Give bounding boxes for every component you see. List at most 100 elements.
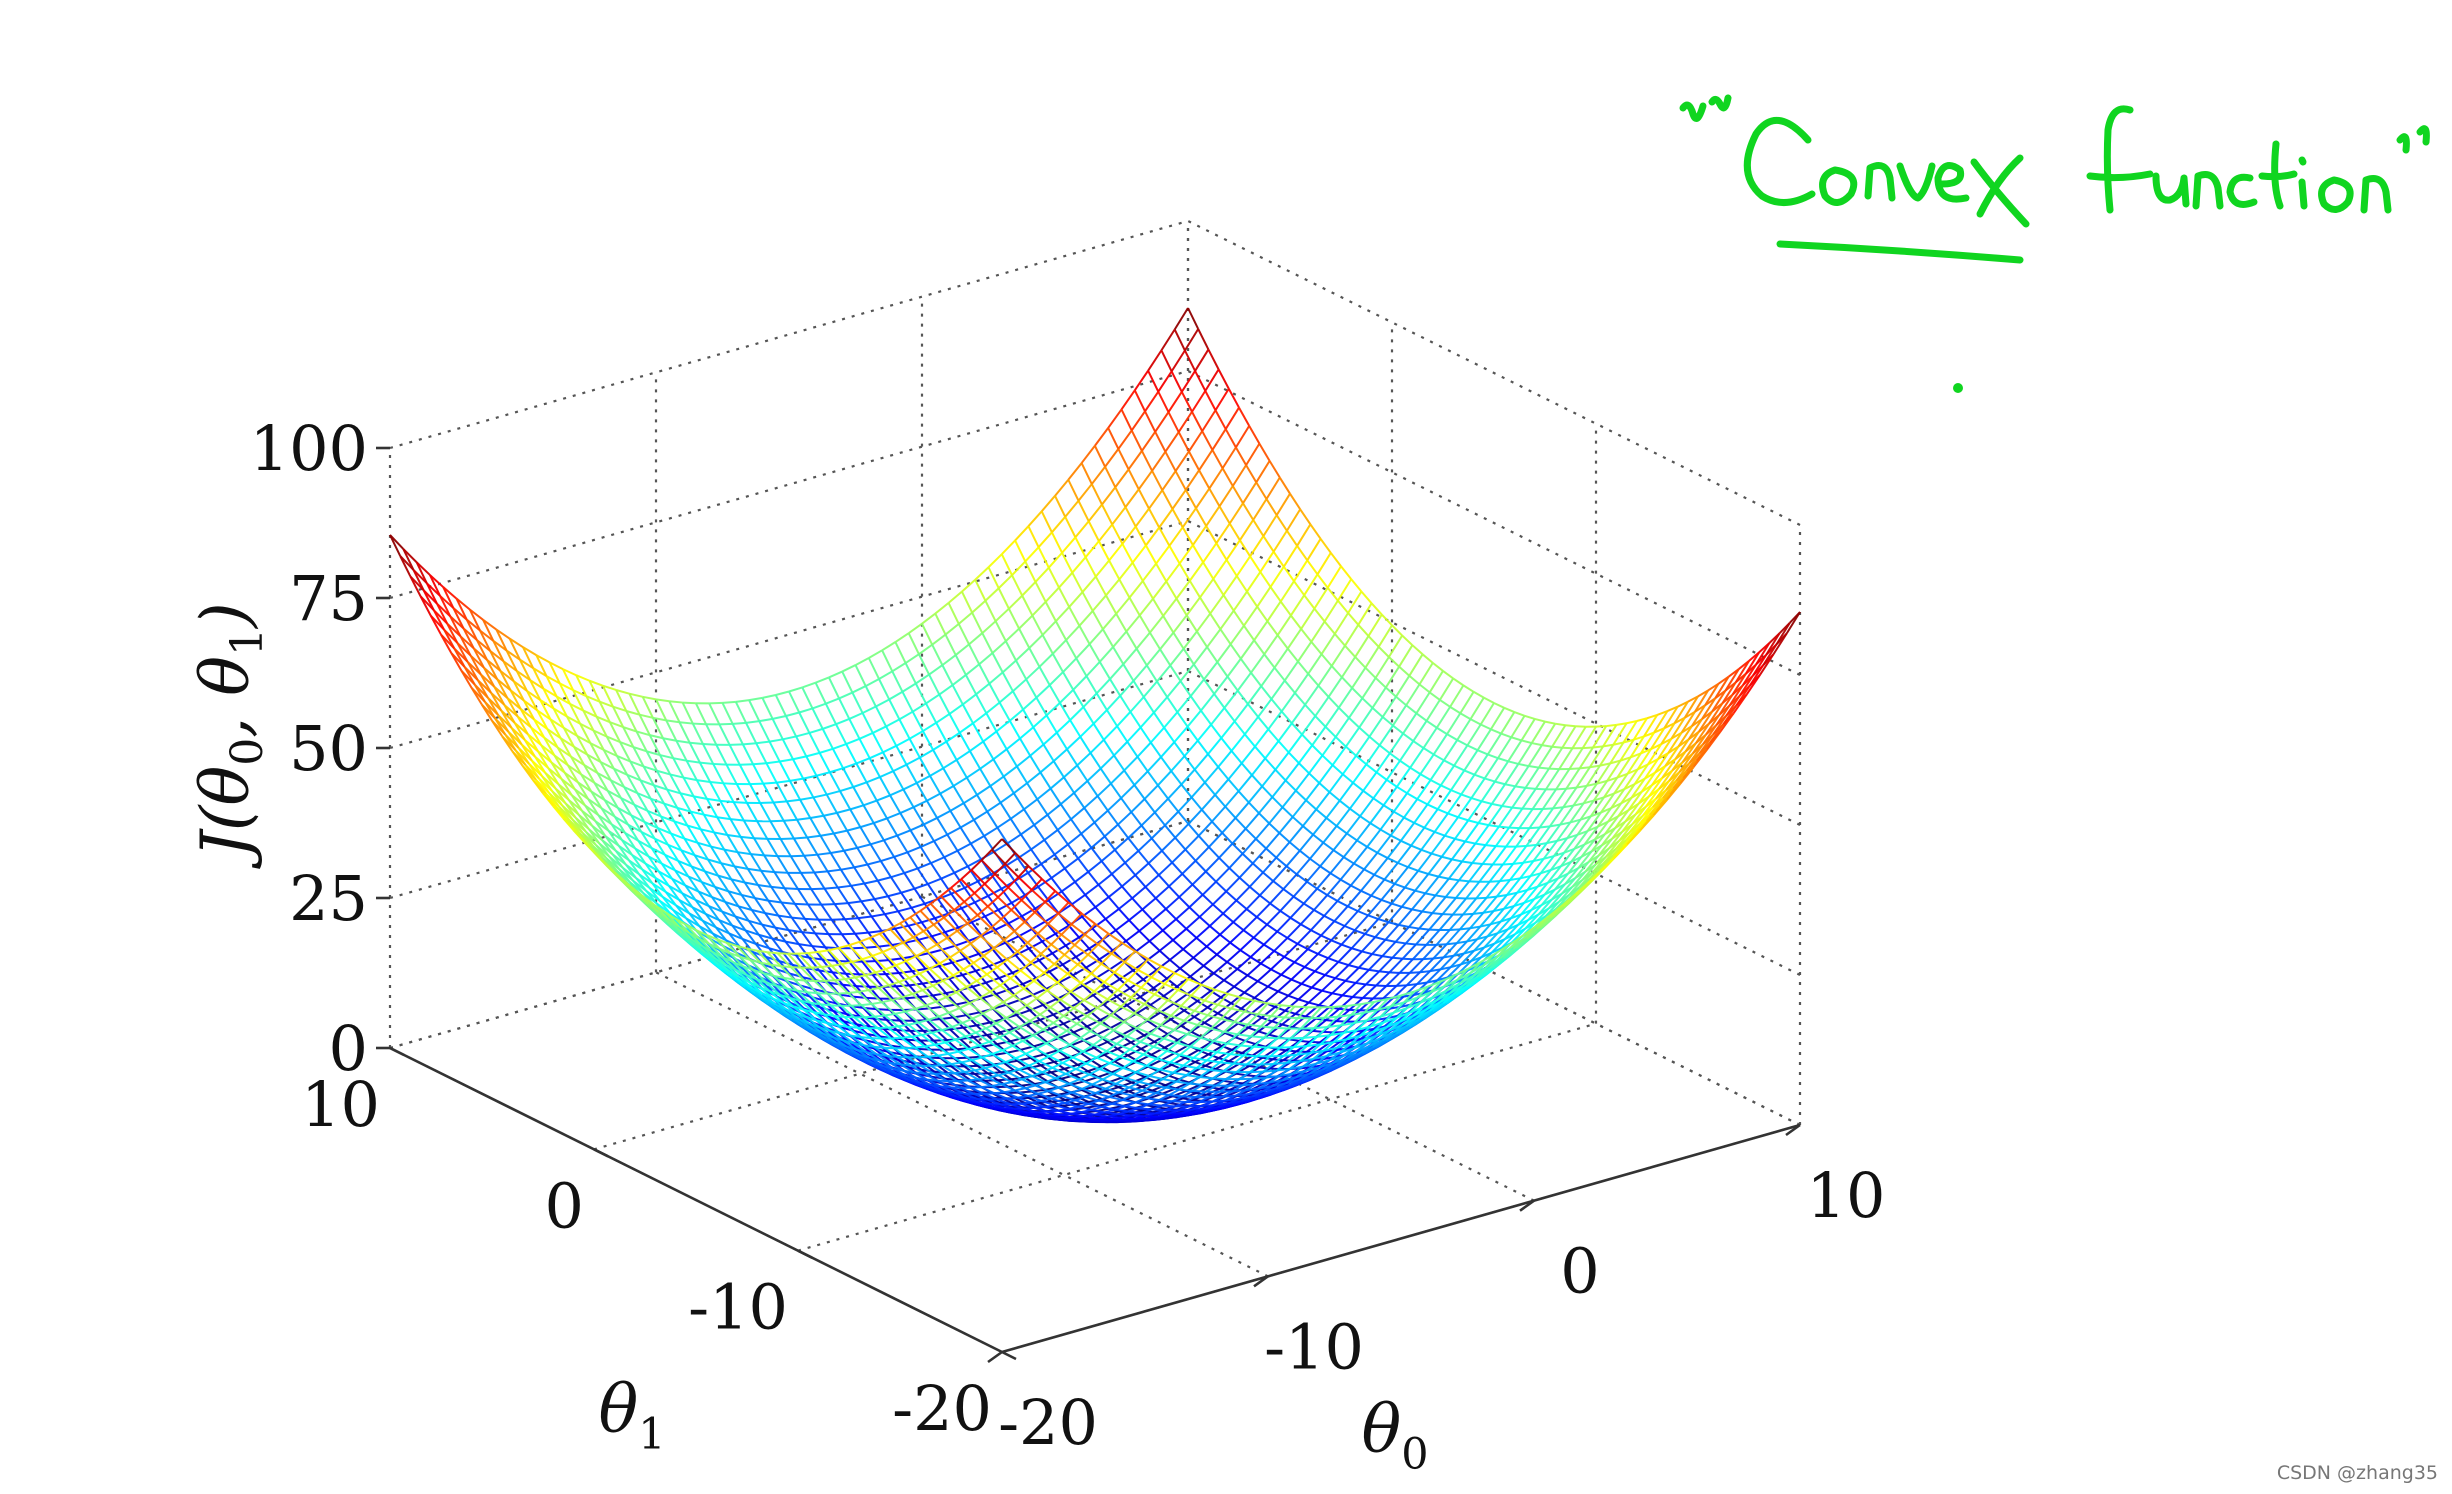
surface-mesh-segment	[1276, 930, 1288, 939]
surface-mesh-segment	[1040, 495, 1056, 512]
floor-grid-line	[593, 921, 1393, 1151]
surface-mesh-segment	[881, 986, 894, 1000]
surface-mesh-segment	[1187, 307, 1200, 330]
surface-mesh-segment	[1612, 722, 1628, 746]
surface-mesh-segment	[989, 785, 1002, 804]
surface-mesh-segment	[1191, 883, 1204, 896]
surface-mesh-segment	[895, 745, 908, 766]
surface-mesh-segment	[1174, 1044, 1189, 1054]
surface-mesh-segment	[1173, 726, 1189, 743]
surface-mesh-segment	[1099, 754, 1115, 770]
surface-mesh-segment	[1154, 411, 1170, 433]
surface-mesh-segment	[721, 910, 736, 918]
surface-mesh-segment	[859, 732, 874, 740]
surface-mesh-segment	[1173, 329, 1186, 351]
surface-mesh-segment	[1297, 986, 1313, 1001]
surface-mesh-segment	[1125, 940, 1137, 952]
surface-mesh-segment	[876, 880, 889, 897]
surface-mesh-segment	[667, 844, 680, 862]
surface-mesh-segment	[837, 884, 852, 889]
surface-mesh-segment	[1202, 561, 1215, 580]
surface-mesh-segment	[988, 683, 1001, 703]
surface-mesh-segment	[783, 818, 798, 822]
surface-mesh-segment	[1267, 985, 1279, 993]
surface-mesh-segment	[1439, 699, 1451, 708]
surface-mesh-segment	[1229, 941, 1241, 951]
surface-mesh-segment	[1392, 984, 1408, 999]
surface-mesh-segment	[1155, 563, 1168, 582]
surface-mesh-segment	[1082, 706, 1095, 725]
surface-mesh-segment	[1391, 624, 1403, 637]
surface-mesh-segment	[1178, 883, 1194, 898]
surface-mesh-segment	[1027, 510, 1043, 527]
surface-mesh-segment	[1629, 735, 1645, 758]
surface-mesh-segment	[1250, 1001, 1266, 1015]
surface-mesh-segment	[1388, 921, 1399, 926]
surface-mesh-segment	[1050, 867, 1066, 879]
surface-mesh-segment	[1564, 867, 1580, 885]
surface-mesh-segment	[1128, 580, 1144, 599]
surface-mesh-segment	[1187, 809, 1203, 825]
surface-mesh-segment	[904, 662, 917, 684]
surface-mesh-segment	[759, 802, 772, 822]
surface-mesh-segment	[1613, 741, 1624, 746]
surface-mesh-segment	[1052, 639, 1067, 655]
surface-mesh-segment	[748, 696, 763, 702]
surface-mesh-segment	[1048, 684, 1061, 704]
surface-mesh-segment	[993, 842, 1009, 853]
surface-mesh-segment	[1013, 782, 1028, 794]
surface-mesh-segment	[1161, 489, 1174, 510]
surface-mesh-segment	[910, 907, 923, 923]
surface-mesh-segment	[1049, 788, 1062, 805]
surface-mesh-segment	[1374, 677, 1387, 689]
surface-mesh-segment	[846, 830, 859, 849]
surface-mesh-segment	[1244, 827, 1257, 840]
surface-mesh-segment	[1570, 818, 1581, 824]
surface-mesh-segment	[745, 722, 758, 744]
surface-mesh-segment	[486, 659, 502, 672]
surface-mesh-segment	[527, 733, 539, 752]
surface-mesh-segment	[1441, 897, 1457, 915]
surface-mesh-segment	[988, 960, 1003, 968]
surface-mesh-segment	[982, 741, 995, 760]
surface-mesh-segment	[793, 836, 808, 840]
surface-mesh-segment	[928, 948, 943, 955]
surface-mesh-segment	[1115, 596, 1131, 615]
surface-mesh-segment	[835, 723, 848, 745]
surface-mesh-segment	[1079, 722, 1095, 738]
surface-mesh-segment	[805, 755, 818, 777]
surface-mesh-segment	[857, 843, 871, 849]
surface-mesh-segment	[585, 695, 598, 718]
surface-mesh-segment	[653, 838, 666, 856]
surface-mesh-segment	[640, 831, 656, 840]
surface-mesh-segment	[926, 800, 938, 819]
surface-mesh-segment	[1498, 806, 1514, 828]
surface-mesh-segment	[1160, 328, 1176, 351]
surface-mesh-segment	[1322, 841, 1335, 851]
surface-mesh-segment	[848, 718, 861, 740]
surface-mesh-segment	[1043, 1053, 1055, 1063]
surface-mesh-segment	[480, 703, 493, 722]
surface-mesh-segment	[1388, 733, 1404, 754]
surface-mesh-segment	[1117, 1048, 1129, 1057]
surface-mesh-segment	[723, 849, 736, 867]
surface-mesh-segment	[1183, 755, 1196, 771]
surface-mesh-segment	[1517, 742, 1533, 765]
surface-mesh-segment	[873, 817, 888, 824]
y-tick-mark	[797, 1249, 813, 1259]
surface-mesh-segment	[1429, 691, 1441, 701]
surface-mesh-segment	[728, 932, 743, 940]
surface-mesh-segment	[794, 902, 809, 906]
surface-mesh-segment	[1462, 684, 1475, 693]
surface-mesh-segment	[1538, 766, 1550, 770]
surface-mesh-segment	[489, 650, 505, 663]
surface-mesh-segment	[864, 879, 878, 885]
surface-mesh-segment	[626, 774, 639, 794]
surface-mesh-segment	[1081, 591, 1094, 612]
surface-mesh-segment	[972, 981, 987, 988]
surface-mesh-segment	[730, 818, 744, 822]
surface-mesh-segment	[1206, 996, 1222, 1009]
surface-mesh-segment	[1155, 545, 1171, 565]
surface-mesh-segment	[1158, 861, 1173, 876]
surface-mesh-segment	[1171, 861, 1184, 875]
